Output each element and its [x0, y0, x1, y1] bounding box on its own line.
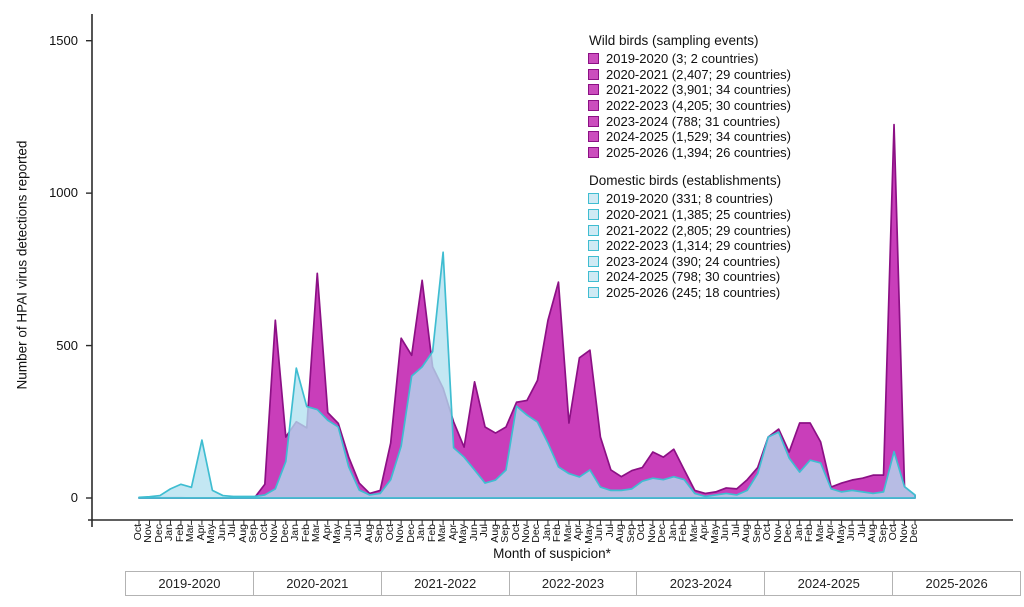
legend-key-swatch — [588, 100, 599, 112]
legend-key-swatch — [588, 131, 599, 143]
y-tick-label: 1000 — [49, 185, 78, 201]
y-tick-label: 500 — [56, 337, 78, 353]
legend-item-label: 2023-2024 (390; 24 countries) — [606, 253, 781, 269]
legend-key-swatch — [588, 209, 599, 221]
legend-group-wild: Wild birds (sampling events) 2019-2020 (… — [588, 33, 791, 160]
y-tick-label: 1500 — [49, 32, 78, 48]
legend-key-swatch — [588, 193, 599, 205]
month-tick-label: May — [457, 524, 470, 544]
legend-item: 2021-2022 (2,805; 29 countries) — [588, 222, 791, 238]
legend-key-swatch — [588, 53, 599, 65]
legend-group-domestic: Domestic birds (establishments) 2019-202… — [588, 173, 791, 300]
month-tick-label: Sep — [499, 524, 512, 543]
legend-item: 2024-2025 (798; 30 countries) — [588, 269, 791, 285]
legend-key-swatch — [588, 146, 599, 158]
legend-key-swatch — [588, 68, 599, 80]
y-tick-label: 0 — [70, 490, 78, 505]
legend-item: 2019-2020 (3; 2 countries) — [588, 51, 791, 67]
legend-item: 2020-2021 (2,407; 29 countries) — [588, 67, 791, 83]
x-axis-title: Month of suspicion* — [493, 546, 611, 561]
domestic-birds-area — [138, 251, 916, 499]
legend-item-label: 2022-2023 (1,314; 29 countries) — [606, 238, 792, 254]
legend-item: 2023-2024 (788; 31 countries) — [588, 113, 791, 129]
legend-items-domestic: 2019-2020 (331; 8 countries) 2020-2021 (1… — [588, 191, 791, 300]
legend-item: 2020-2021 (1,385; 25 countries) — [588, 207, 791, 223]
legend-item-label: 2024-2025 (1,529; 34 countries) — [606, 129, 792, 145]
month-tick-label: Oct — [887, 524, 900, 541]
season-cell: 2022-2023 — [508, 571, 638, 596]
y-axis-title: Number of HPAI virus detections reported — [14, 140, 30, 390]
legend-item-label: 2025-2026 (1,394; 26 countries) — [606, 144, 792, 160]
season-cell: 2019-2020 — [125, 571, 254, 596]
legend-item: 2024-2025 (1,529; 34 countries) — [588, 129, 791, 145]
season-strip: 2019-2020 2020-2021 2021-2022 2022-2023 2023… — [125, 571, 1022, 596]
season-cell: 2025-2026 — [892, 571, 1022, 596]
legend-item: 2025-2026 (1,394; 26 countries) — [588, 145, 791, 161]
season-cell: 2020-2021 — [252, 571, 382, 596]
legend-item-label: 2024-2025 (798; 30 countries) — [606, 269, 781, 285]
legend-item: 2021-2022 (3,901; 34 countries) — [588, 82, 791, 98]
legend-title-wild-birds: Wild birds (sampling events) — [589, 33, 759, 48]
legend-item-label: 2022-2023 (4,205; 30 countries) — [606, 98, 792, 114]
season-cell: 2021-2022 — [380, 571, 510, 596]
legend-item: 2022-2023 (1,314; 29 countries) — [588, 238, 791, 254]
legend-title-domestic-birds: Domestic birds (establishments) — [589, 173, 782, 189]
season-cell: 2023-2024 — [636, 571, 766, 596]
legend-key-swatch — [588, 271, 599, 283]
legend-item-label: 2019-2020 (331; 8 countries) — [606, 191, 773, 207]
legend-item-label: 2021-2022 (3,901; 34 countries) — [606, 82, 792, 98]
legend-item-label: 2025-2026 (245; 18 countries) — [606, 285, 781, 301]
legend-item: 2022-2023 (4,205; 30 countries) — [588, 98, 791, 114]
month-tick-label: Dec — [908, 524, 920, 543]
legend-key-swatch — [588, 240, 599, 252]
legend-item-label: 2020-2021 (2,407; 29 countries) — [606, 66, 792, 82]
legend-items-wild: 2019-2020 (3; 2 countries) 2020-2021 (2,4… — [588, 51, 791, 160]
legend-item: 2019-2020 (331; 8 countries) — [588, 191, 791, 207]
season-cell: 2024-2025 — [764, 571, 894, 596]
legend-key-swatch — [588, 84, 599, 96]
legend-key-swatch — [588, 115, 599, 127]
legend-item-label: 2023-2024 (788; 31 countries) — [606, 113, 781, 129]
legend-item-label: 2020-2021 (1,385; 25 countries) — [606, 207, 792, 223]
legend: Wild birds (sampling events) 2019-2020 (… — [588, 33, 791, 313]
legend-key-swatch — [588, 224, 599, 236]
month-tick-label: Aug — [866, 524, 879, 543]
legend-item-label: 2021-2022 (2,805; 29 countries) — [606, 222, 792, 238]
month-tick-label: Jun — [845, 524, 858, 541]
month-tick-label: Jul — [478, 524, 491, 538]
legend-item: 2025-2026 (245; 18 countries) — [588, 285, 791, 301]
legend-key-swatch — [588, 287, 599, 299]
legend-item-label: 2019-2020 (3; 2 countries) — [606, 51, 759, 67]
legend-item: 2023-2024 (390; 24 countries) — [588, 254, 791, 270]
legend-key-swatch — [588, 255, 599, 267]
